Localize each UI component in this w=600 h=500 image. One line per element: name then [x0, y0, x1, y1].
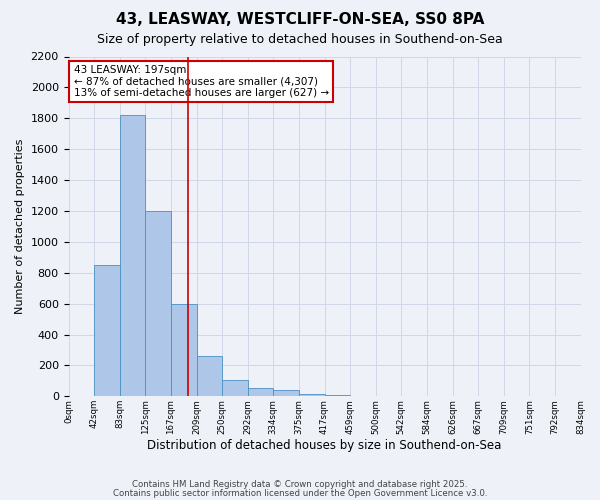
Text: Contains public sector information licensed under the Open Government Licence v3: Contains public sector information licen…: [113, 488, 487, 498]
Bar: [325, 395, 350, 396]
Bar: [248, 388, 274, 396]
Bar: [145, 211, 171, 396]
Text: 43 LEASWAY: 197sqm
← 87% of detached houses are smaller (4,307)
13% of semi-deta: 43 LEASWAY: 197sqm ← 87% of detached hou…: [74, 65, 329, 98]
Bar: [120, 115, 145, 396]
Y-axis label: Number of detached properties: Number of detached properties: [15, 138, 25, 314]
Text: 43, LEASWAY, WESTCLIFF-ON-SEA, SS0 8PA: 43, LEASWAY, WESTCLIFF-ON-SEA, SS0 8PA: [116, 12, 484, 28]
Bar: [94, 265, 120, 396]
Text: Contains HM Land Registry data © Crown copyright and database right 2025.: Contains HM Land Registry data © Crown c…: [132, 480, 468, 489]
Bar: [299, 394, 325, 396]
Text: Size of property relative to detached houses in Southend-on-Sea: Size of property relative to detached ho…: [97, 32, 503, 46]
Bar: [222, 380, 248, 396]
Bar: [171, 304, 197, 396]
X-axis label: Distribution of detached houses by size in Southend-on-Sea: Distribution of detached houses by size …: [148, 440, 502, 452]
Bar: [197, 356, 222, 397]
Bar: [274, 390, 299, 396]
